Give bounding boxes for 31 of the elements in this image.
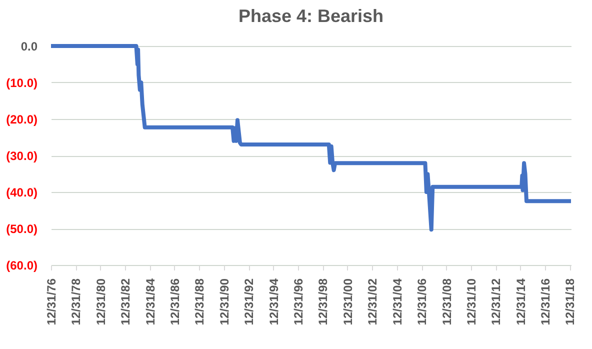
x-tick-label: 12/31/90 <box>217 278 232 326</box>
y-tick-label: (30.0) <box>6 149 38 163</box>
x-tick-label: 12/31/02 <box>366 278 380 326</box>
line-series <box>49 44 573 232</box>
x-tick-label: 12/31/10 <box>464 278 478 326</box>
x-tick-label: 12/31/98 <box>316 278 330 326</box>
chart-title: Phase 4: Bearish <box>238 6 384 26</box>
x-tick-label: 12/31/82 <box>118 278 133 326</box>
x-tick-label: 12/31/78 <box>69 278 84 326</box>
x-tick-label: 12/31/76 <box>44 278 58 326</box>
x-tick-label: 12/31/94 <box>266 278 281 326</box>
x-tick-label: 12/31/80 <box>94 278 108 326</box>
y-tick-label: (10.0) <box>6 76 38 90</box>
x-tick-label: 12/31/06 <box>415 278 430 326</box>
y-tick-label: 0.0 <box>20 40 38 54</box>
x-tick-label: 12/31/08 <box>440 278 454 326</box>
x-tick-label: 12/31/04 <box>390 278 404 326</box>
y-tick-label: (50.0) <box>6 222 38 236</box>
y-tick-label: (20.0) <box>6 112 38 126</box>
x-tick-label: 12/31/00 <box>340 278 355 326</box>
x-tick-label: 12/31/86 <box>168 278 182 326</box>
y-tick-label: (40.0) <box>6 186 38 200</box>
x-tick-label: 12/31/88 <box>192 278 207 326</box>
y-tick-label: (60.0) <box>6 258 38 272</box>
x-tick-label: 12/31/12 <box>489 278 504 326</box>
x-tick-label: 12/31/92 <box>242 278 256 326</box>
x-tick-label: 12/31/18 <box>563 278 578 326</box>
x-tick-label: 12/31/16 <box>538 278 553 326</box>
x-tick-label: 12/31/84 <box>143 278 158 326</box>
x-tick-label: 12/31/96 <box>292 278 306 326</box>
x-tick-label: 12/31/14 <box>514 278 528 326</box>
